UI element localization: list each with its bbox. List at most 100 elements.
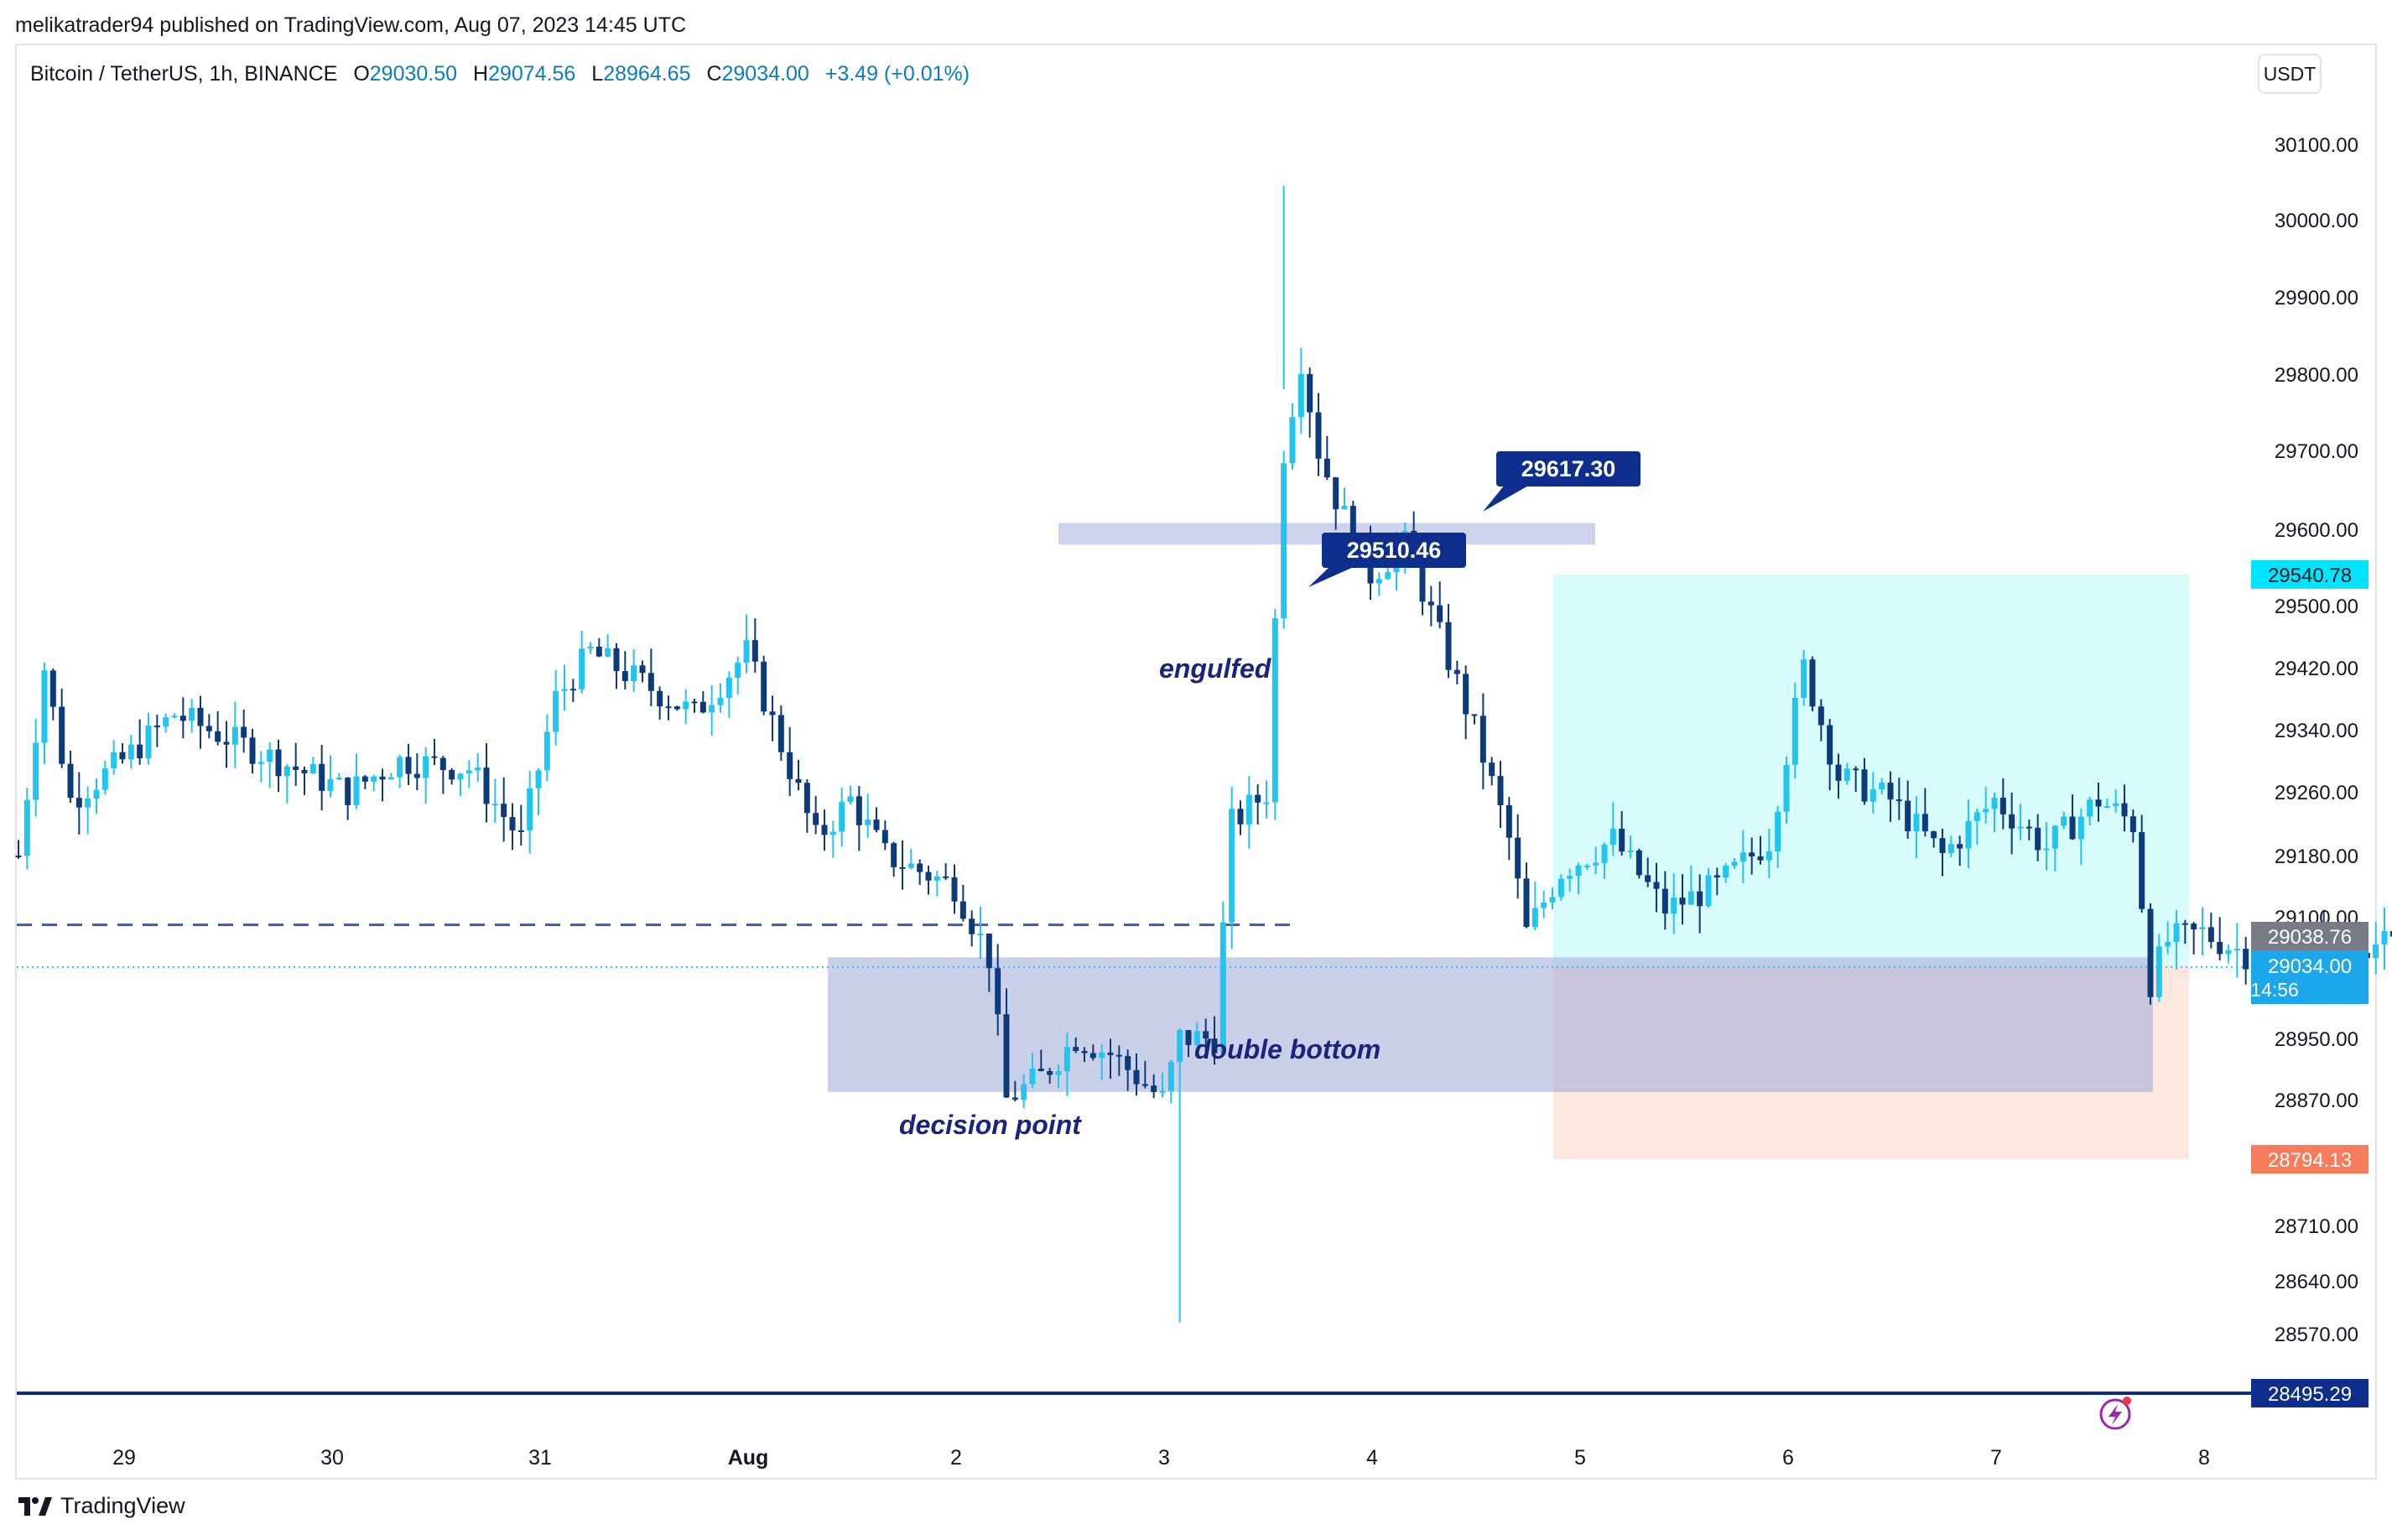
candle-body	[2373, 944, 2379, 959]
candle-body	[2103, 806, 2110, 809]
engulfed-annotation: engulfed	[1159, 653, 1272, 684]
candle-body	[249, 737, 256, 764]
candle-body	[691, 701, 698, 704]
candle-body	[1983, 809, 1989, 813]
price-tick-label: 30100.00	[2275, 134, 2358, 157]
candle-body	[1593, 862, 1599, 866]
candle-body	[1973, 812, 1980, 821]
candle-body	[535, 770, 542, 788]
candle-body	[1879, 783, 1885, 790]
candle-body	[553, 690, 559, 732]
callout-29617-label: 29617.30	[1521, 456, 1616, 481]
time-tick-label: 3	[1158, 1446, 1170, 1470]
candle-body	[163, 717, 169, 727]
candle-body	[1817, 706, 1824, 726]
candle-body	[639, 665, 646, 674]
candle-body	[293, 766, 299, 770]
candle-body	[1489, 762, 1495, 777]
candle-body	[2173, 923, 2180, 942]
candle-body	[1601, 844, 1608, 863]
candle-body	[803, 783, 810, 814]
candle-body	[2077, 816, 2084, 840]
target-price-tag-bg	[2251, 559, 2369, 589]
price-tick-label: 29420.00	[2275, 658, 2358, 680]
candle-body	[873, 819, 880, 830]
price-tick-label: 29260.00	[2275, 782, 2358, 804]
candle-body	[1047, 1070, 1053, 1075]
open-label: O	[353, 62, 370, 86]
callout-29617: 29617.30	[1483, 451, 1641, 512]
target-zone	[1553, 574, 2189, 965]
price-tick-label: 28950.00	[2275, 1028, 2358, 1051]
candle-body	[1583, 865, 1590, 867]
candle-body	[1575, 865, 1582, 877]
candle-body	[1869, 789, 1876, 802]
publisher-line: melikatrader94 published on TradingView.…	[15, 13, 687, 37]
candle-body	[1895, 799, 1902, 802]
candle-body	[1479, 715, 1486, 763]
candle-body	[179, 715, 186, 721]
candle-body	[371, 776, 377, 782]
candle-body	[1063, 1047, 1070, 1071]
candle-body	[1193, 1031, 1200, 1045]
lightning-icon-dot	[2123, 1397, 2131, 1405]
candle-body	[1523, 878, 1530, 928]
candle-body	[301, 769, 308, 774]
tradingview-brand[interactable]: TradingView	[17, 1493, 185, 1519]
candle-body	[111, 752, 117, 769]
candle-body	[1185, 1030, 1192, 1045]
target-price-tag-label: 29540.78	[2268, 564, 2352, 587]
candle-body	[2389, 931, 2392, 937]
candle-body	[647, 673, 654, 691]
callout-29510-pointer	[1308, 566, 1355, 587]
candle-body	[1697, 891, 1703, 907]
candle-body	[1307, 373, 1313, 413]
candle-body	[657, 690, 663, 707]
candle-body	[665, 706, 672, 709]
candle-body	[1931, 831, 1937, 839]
candle-body	[1073, 1047, 1079, 1051]
candle-body	[509, 817, 516, 830]
candle-body	[1323, 458, 1330, 478]
price-tick-label: 29700.00	[2275, 440, 2358, 463]
candle-body	[1827, 725, 1833, 765]
candle-body	[2191, 923, 2197, 930]
candle-body	[1757, 856, 1764, 861]
candle-body	[1765, 851, 1772, 861]
candle-body	[457, 773, 464, 780]
candle-body	[319, 763, 325, 791]
candle-body	[439, 757, 446, 770]
candle-body	[405, 757, 412, 774]
symbol-name[interactable]: Bitcoin / TetherUS, 1h, BINANCE	[30, 62, 338, 86]
candle-body	[1297, 373, 1304, 418]
price-tick-label: 28870.00	[2275, 1090, 2358, 1112]
candle-body	[1497, 776, 1504, 806]
candle-body	[1021, 1084, 1027, 1100]
candle-body	[215, 731, 221, 742]
candle-body	[59, 706, 65, 764]
currency-button[interactable]: USDT	[2258, 54, 2322, 94]
time-tick-label: 31	[528, 1446, 552, 1470]
candle-body	[267, 749, 273, 762]
candle-body	[465, 770, 472, 774]
candle-body	[101, 768, 108, 790]
candle-body	[1913, 814, 1920, 831]
candle-body	[2009, 814, 2015, 829]
candle-body	[1541, 902, 1547, 908]
candle-body	[569, 689, 576, 691]
candle-body	[2129, 816, 2136, 833]
candle-body	[1289, 417, 1296, 464]
candle-body	[1341, 506, 1348, 510]
candle-body	[387, 777, 394, 780]
candle-body	[75, 798, 82, 808]
candle-body	[1713, 875, 1720, 878]
candle-body	[1653, 882, 1660, 889]
candle-body	[769, 711, 776, 715]
candle-body	[257, 762, 264, 764]
candle-body	[153, 726, 160, 728]
open-value: 29030.50	[369, 62, 458, 86]
candle-body	[787, 752, 793, 779]
chart-frame[interactable]	[15, 44, 2377, 1480]
candle-body	[2121, 803, 2128, 817]
